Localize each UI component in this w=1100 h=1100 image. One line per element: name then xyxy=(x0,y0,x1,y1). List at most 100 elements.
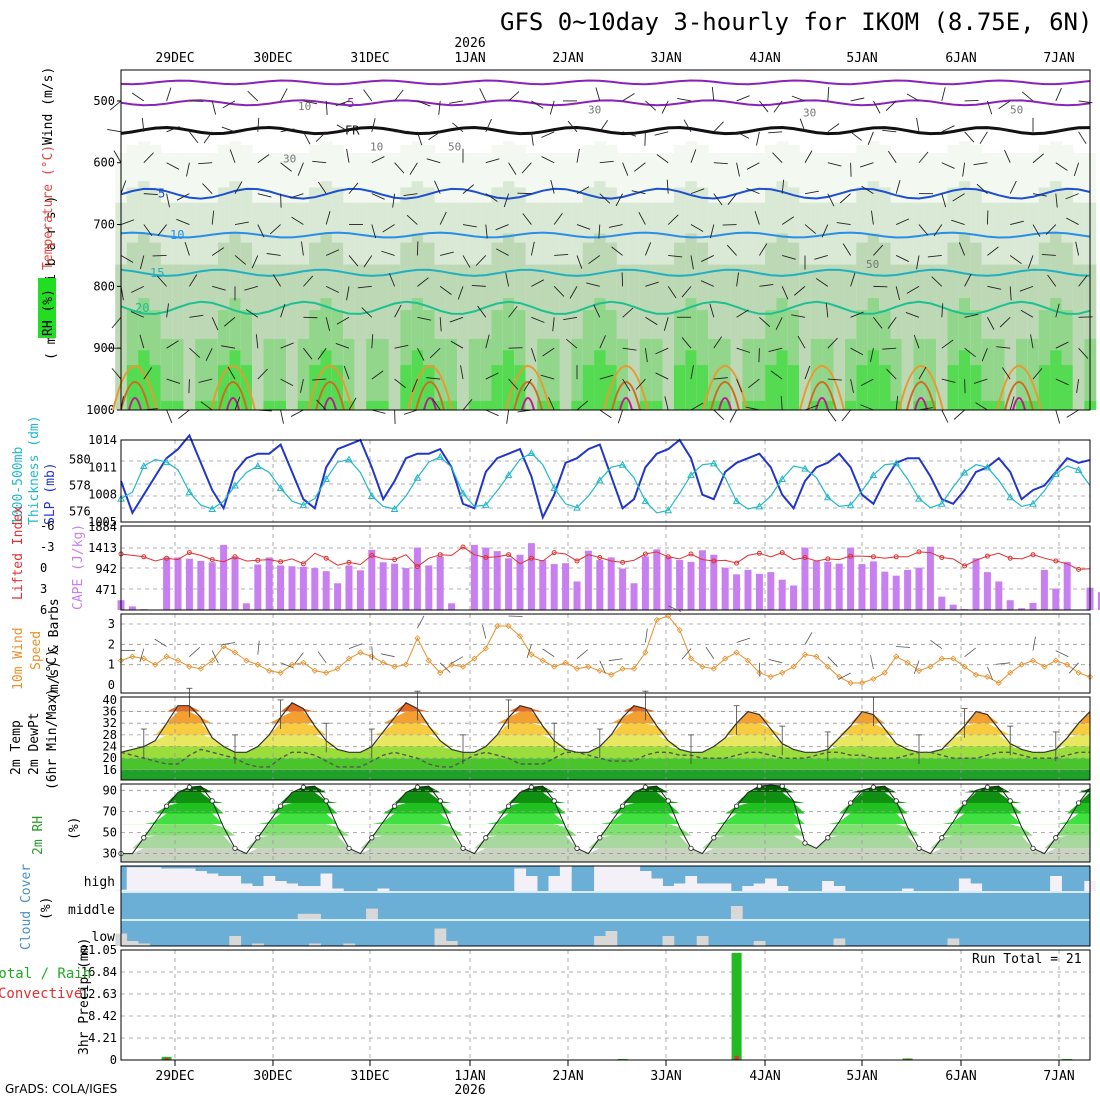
wind-barb xyxy=(768,131,783,134)
wind-barb xyxy=(611,246,623,256)
thickness-point xyxy=(436,452,445,460)
precip-frame xyxy=(120,949,1091,1061)
wind-barb xyxy=(850,378,854,393)
wind-barb xyxy=(804,404,819,411)
wind-barb xyxy=(495,224,509,231)
wind-barb xyxy=(229,149,236,163)
rh-shade-band xyxy=(799,264,812,410)
wind-barb xyxy=(1055,127,1070,133)
wind-barb xyxy=(553,212,563,225)
wind-barb xyxy=(711,86,715,101)
wind-barb xyxy=(508,131,523,135)
cloud-bar xyxy=(833,886,846,891)
wind-barb xyxy=(860,378,874,387)
rh2m-point xyxy=(141,835,147,841)
wind-barb xyxy=(973,162,988,166)
lifted-index-point xyxy=(437,552,443,558)
wind-barb xyxy=(576,400,589,411)
cape-bar xyxy=(277,565,285,610)
wind-barb xyxy=(996,346,1011,349)
wind10-point xyxy=(471,655,478,662)
wind-barb xyxy=(325,100,328,115)
wind10-point xyxy=(288,661,296,668)
rh-shade-band xyxy=(274,264,287,410)
thickness-point xyxy=(345,455,353,463)
thickness-point xyxy=(778,475,787,483)
rh2m-point xyxy=(346,845,352,851)
lifted-index-point xyxy=(323,555,329,561)
temp-band xyxy=(121,746,1090,759)
wind-barb xyxy=(563,316,578,321)
rh-shade-band xyxy=(366,400,378,410)
cloud-bar xyxy=(320,873,333,891)
wind-barb xyxy=(861,185,874,195)
cape-bar xyxy=(493,551,501,610)
thickness-point xyxy=(162,458,171,466)
wind10-point xyxy=(790,663,797,670)
cape-bar xyxy=(676,560,684,610)
wind-barb xyxy=(759,243,768,256)
pressure-tick-label: 600 xyxy=(93,156,115,170)
wind-barb xyxy=(951,219,965,225)
wind-barb xyxy=(882,347,897,350)
cape-bar xyxy=(550,564,558,610)
wind-barb xyxy=(143,193,158,196)
wind-barb xyxy=(316,399,327,411)
wind-barb xyxy=(615,193,623,207)
cloud-bar xyxy=(822,881,834,891)
wind-barb xyxy=(608,224,623,228)
rh2m-point xyxy=(642,784,649,790)
cape-bar xyxy=(983,572,991,610)
rh-shade-band xyxy=(776,350,789,410)
wind-barb xyxy=(973,378,988,384)
cape-bar xyxy=(1029,602,1037,610)
cloud-bar xyxy=(138,943,150,946)
pressure-tick-label: 1000 xyxy=(86,403,115,417)
isotherm-label: 5 xyxy=(158,187,165,201)
wind-barb xyxy=(166,303,169,318)
cape-bar xyxy=(174,557,182,610)
wind10-barb xyxy=(482,624,487,639)
wind10-point xyxy=(950,655,957,662)
wind-barb xyxy=(257,224,265,238)
wind-barb xyxy=(111,368,122,380)
wind10-point xyxy=(836,673,843,680)
rh-shade-band xyxy=(651,338,663,410)
thickness-point xyxy=(755,502,764,510)
wind10-point xyxy=(744,657,752,664)
wind-barb xyxy=(130,311,144,318)
wind10-barb xyxy=(987,666,994,680)
wind-barb xyxy=(346,148,350,163)
surface-temp-contour xyxy=(513,381,543,411)
wind10-point xyxy=(596,667,603,674)
wind-barb xyxy=(120,255,134,263)
cloud-bar xyxy=(297,886,310,891)
wind10-point xyxy=(1029,657,1037,664)
wind-barb xyxy=(541,131,555,138)
rh2m-point xyxy=(277,803,284,809)
wind-barb xyxy=(541,156,555,164)
rh-shade-band xyxy=(548,338,561,410)
wind-barb xyxy=(289,193,304,199)
cape-bar xyxy=(607,557,615,610)
wind10-barb xyxy=(576,649,588,660)
wind-barb xyxy=(781,286,789,300)
cape-bar xyxy=(915,567,923,610)
wind10-point xyxy=(904,659,911,666)
rh-shade-band xyxy=(217,365,230,410)
cape-bar xyxy=(790,585,798,610)
cloud-bar xyxy=(719,883,732,891)
rh2m-tick-label: 90 xyxy=(103,783,117,797)
cloud-bar xyxy=(730,906,743,919)
wind10-barb xyxy=(827,656,838,668)
cloud-bar xyxy=(160,868,173,891)
wind10-point xyxy=(482,645,489,652)
surface-temp-contour xyxy=(815,397,829,411)
rh-legend-swatch xyxy=(38,278,56,338)
wind-barb xyxy=(426,377,441,380)
wind-barb xyxy=(799,118,806,132)
wind-barb xyxy=(131,92,145,102)
cloud-low-label: low xyxy=(92,930,116,945)
temp-band xyxy=(121,758,1090,770)
cape-tick-label: 1413 xyxy=(88,541,117,555)
